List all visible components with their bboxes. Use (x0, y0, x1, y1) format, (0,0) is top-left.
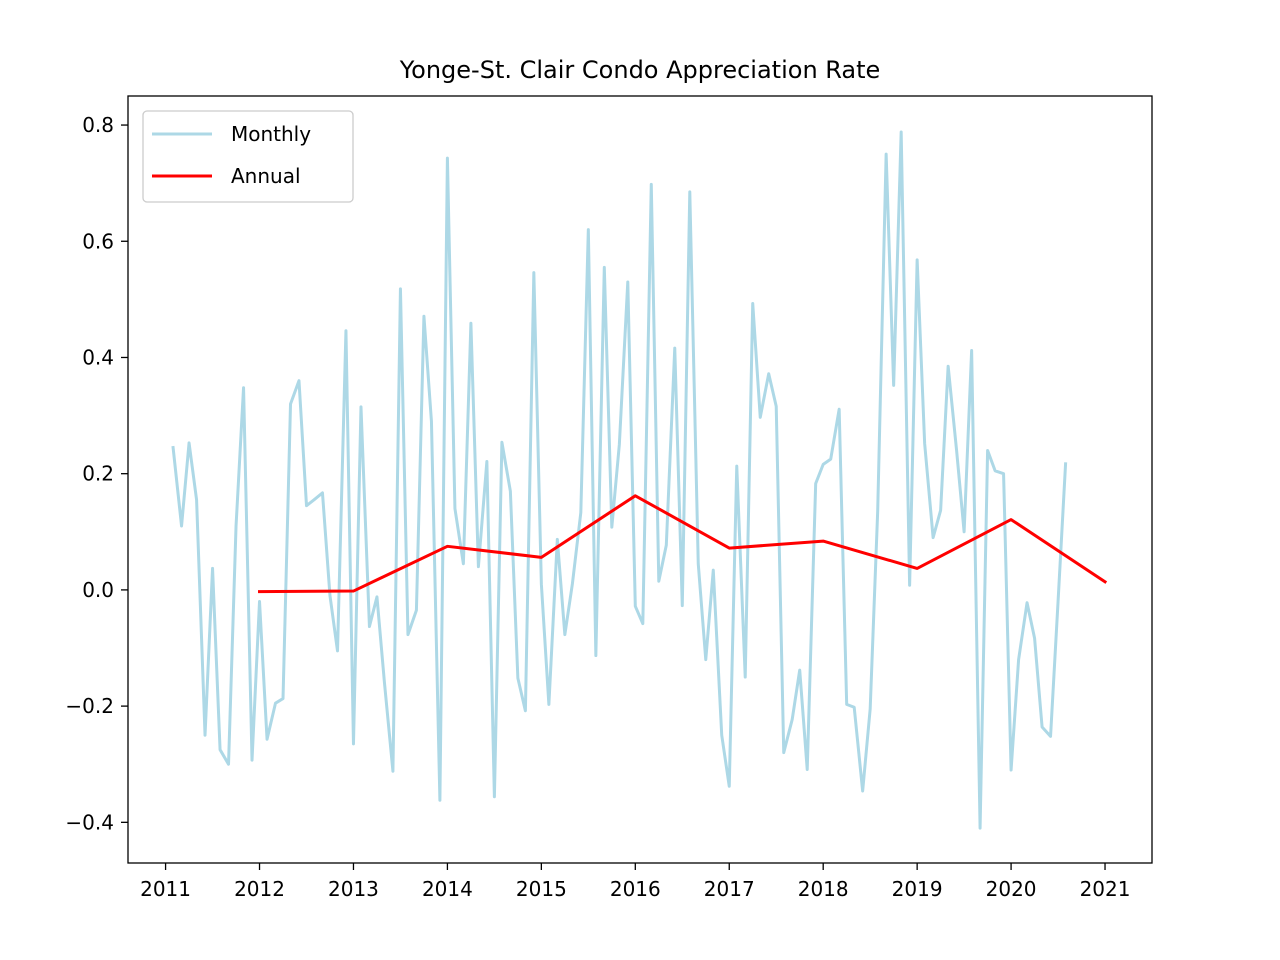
y-tick-label: −0.4 (65, 810, 114, 834)
plot-frame (127, 95, 1153, 864)
legend-label-annual: Annual (231, 164, 301, 188)
series-layer (171, 130, 1108, 830)
x-axis: 2011 2012 2013 2014 2015 2016 2017 2018 2019 2020… (140, 863, 1130, 901)
y-axis: −0.4 −0.2 0.0 0.2 0.4 0.6 0.8 (65, 113, 128, 834)
x-tick-label: 2020 (986, 877, 1037, 901)
x-tick-label: 2013 (328, 877, 379, 901)
legend: Monthly Annual (142, 110, 354, 203)
chart-title: Yonge-St. Clair Condo Appreciation Rate (399, 56, 881, 84)
x-tick-label: 2012 (234, 877, 285, 901)
x-tick-label: 2016 (610, 877, 661, 901)
y-tick-label: 0.0 (82, 578, 114, 602)
y-tick-label: 0.4 (82, 345, 114, 369)
x-tick-label: 2018 (798, 877, 849, 901)
y-tick-label: 0.8 (82, 113, 114, 137)
y-tick-label: 0.2 (82, 462, 114, 486)
x-tick-label: 2015 (516, 877, 567, 901)
legend-label-monthly: Monthly (231, 122, 311, 146)
series-line-monthly (171, 130, 1068, 830)
x-tick-label: 2014 (422, 877, 473, 901)
x-tick-label: 2011 (140, 877, 191, 901)
y-tick-label: 0.6 (82, 229, 114, 253)
series-line-annual (258, 494, 1108, 594)
y-tick-label: −0.2 (65, 694, 114, 718)
x-tick-label: 2021 (1080, 877, 1131, 901)
x-tick-label: 2017 (704, 877, 755, 901)
x-tick-label: 2019 (892, 877, 943, 901)
